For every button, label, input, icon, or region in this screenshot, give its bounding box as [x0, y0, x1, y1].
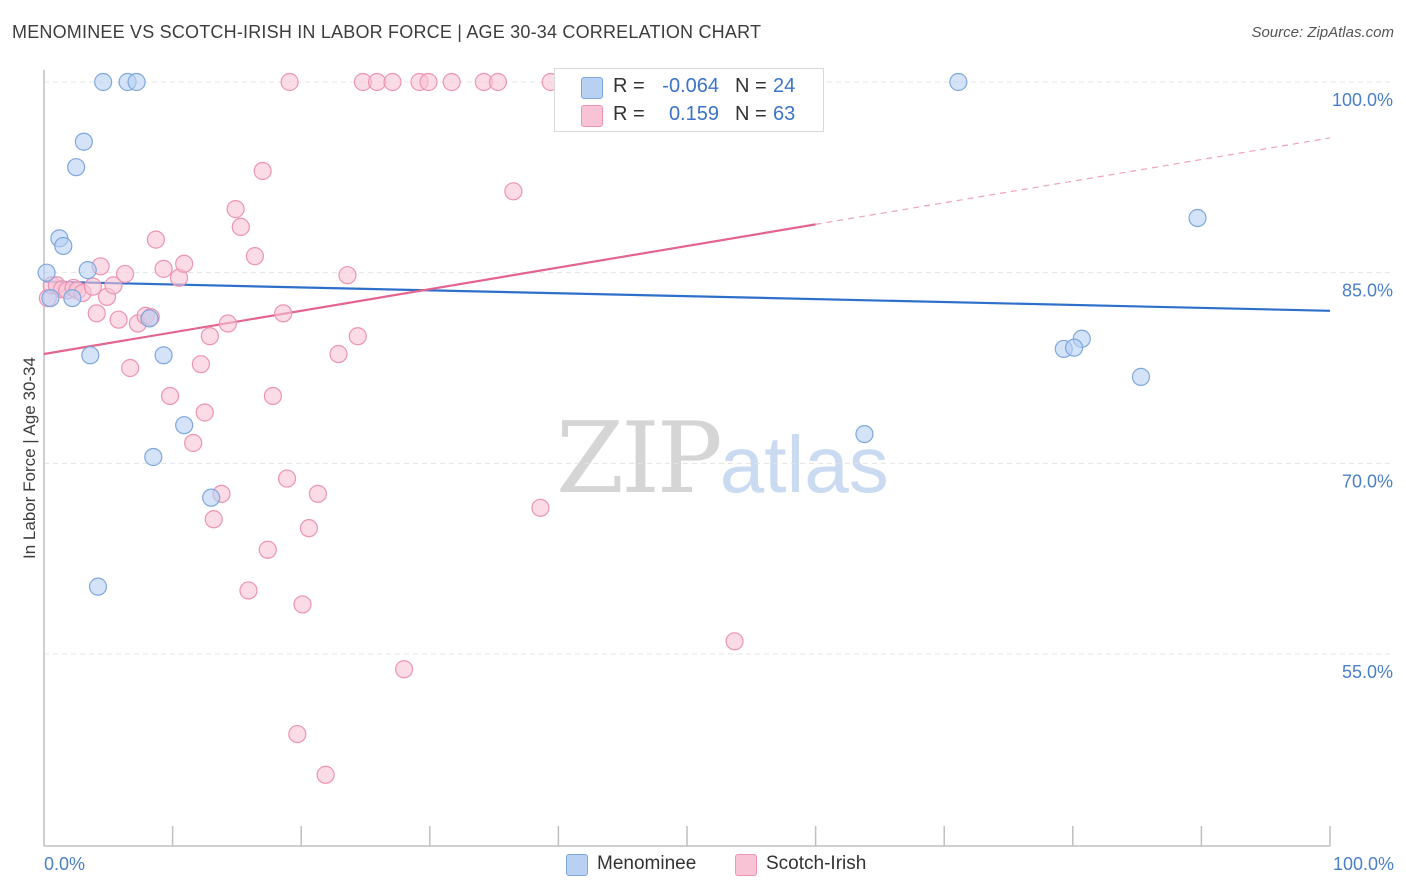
n-value: 63: [773, 103, 796, 125]
menominee-point: [94, 72, 113, 92]
scotch-irish-point: [200, 327, 219, 346]
scotch-irish-point: [348, 327, 367, 346]
scotch-irish-point: [504, 182, 523, 201]
n-value: 24: [773, 75, 796, 97]
scotch-irish-point: [338, 266, 357, 285]
menominee-point: [74, 132, 93, 151]
scotch-irish-point: [308, 484, 328, 503]
scotch-irish-point: [245, 247, 265, 266]
legend-label: Menominee: [597, 853, 697, 874]
menominee-point: [54, 236, 73, 256]
scotch-irish-point: [115, 264, 135, 284]
y-tick-label: 85.0%: [1342, 281, 1393, 301]
menominee-swatch: [581, 77, 603, 99]
scotch-irish-point: [280, 72, 299, 92]
scotch-irish-point: [175, 254, 194, 273]
scotch-irish-point: [288, 724, 307, 744]
scotch-irish-point: [394, 660, 414, 679]
scotch-irish-point: [531, 498, 550, 517]
y-tick-label: 100.0%: [1332, 90, 1393, 110]
scotch-irish-point: [383, 72, 402, 92]
data-points: [37, 72, 1207, 784]
scotch-irish-point: [191, 355, 210, 374]
watermark-zip: ZIP: [556, 402, 723, 516]
axes: [43, 70, 1331, 847]
legend-label: Scotch-Irish: [766, 853, 867, 874]
trend-lines: [43, 137, 1331, 356]
source-label: Source: ZipAtlas.com: [1251, 24, 1394, 41]
n-label: N =: [735, 75, 767, 97]
chart-title: MENOMINEE VS SCOTCH-IRISH IN LABOR FORCE…: [12, 22, 762, 42]
r-label: R =: [613, 75, 645, 97]
scotch-irish-point: [121, 358, 140, 378]
menominee-point: [37, 263, 56, 282]
menominee-point: [81, 346, 100, 365]
menominee-point: [144, 447, 163, 467]
y-tick-label: 70.0%: [1342, 471, 1393, 491]
scotch-irish-point: [83, 277, 102, 296]
scotch-irish-point: [263, 386, 283, 406]
scotch-irish-point: [277, 469, 297, 488]
menominee-point: [202, 488, 221, 507]
menominee-point: [1188, 208, 1207, 228]
stats-legend: R = -0.064 N = 24 R = 0.159 N = 63: [554, 68, 824, 132]
x-tick-label: 0.0%: [44, 854, 85, 874]
scotch-irish-point: [293, 595, 312, 614]
axis-labels: 55.0% 70.0% 85.0% 100.0% 0.0% 100.0% In Labor …: [20, 90, 1394, 874]
scotch-irish-point: [146, 230, 165, 249]
menominee-point: [127, 72, 146, 92]
scotch-irish-point: [104, 276, 123, 295]
gridlines: [44, 81, 1394, 655]
scotch-irish-point: [367, 72, 387, 92]
menominee-swatch: [566, 854, 588, 876]
scotch-irish-point: [154, 259, 173, 278]
menominee-point: [175, 416, 194, 435]
scotch-irish-point: [184, 433, 203, 453]
scotch-irish-point: [231, 217, 250, 237]
scotch-irish-swatch: [581, 105, 603, 127]
scotch-irish-point: [109, 310, 128, 329]
menominee-point: [154, 346, 173, 365]
scotch-irish-point: [253, 161, 272, 181]
x-tick-label: 100.0%: [1333, 854, 1394, 874]
scotch-irish-point: [725, 632, 744, 651]
scotch-irish-point: [274, 304, 293, 323]
menominee-point: [88, 577, 108, 596]
menominee-point: [67, 158, 86, 177]
menominee-point: [1064, 338, 1084, 357]
scotch-irish-point: [218, 314, 237, 333]
scotch-irish-point: [226, 200, 245, 219]
scotch-irish-point: [488, 72, 508, 92]
scotch-irish-point: [160, 386, 180, 406]
r-value: 0.159: [668, 103, 719, 125]
menominee-point: [949, 72, 968, 92]
scotch-irish-point: [419, 72, 438, 92]
scotch-irish-point: [316, 765, 335, 784]
scotch-irish-point: [329, 344, 348, 364]
scotch-irish-swatch: [735, 854, 757, 876]
menominee-point: [63, 288, 82, 308]
scotch-irish-trend-extension: [815, 137, 1331, 225]
r-label: R =: [613, 103, 645, 125]
menominee-point: [78, 261, 97, 280]
menominee-trend-line: [43, 280, 1331, 312]
r-value: -0.064: [662, 75, 719, 97]
scotch-irish-trend-line: [43, 223, 816, 356]
menominee-point: [855, 424, 874, 444]
scotch-irish-point: [299, 519, 319, 538]
scotch-irish-point: [442, 72, 461, 92]
scotch-irish-point: [239, 581, 258, 600]
menominee-point: [1131, 367, 1151, 386]
menominee-point: [41, 288, 60, 308]
scotch-irish-point: [204, 510, 223, 529]
y-tick-label: 55.0%: [1342, 662, 1393, 682]
scotch-irish-point: [258, 540, 277, 559]
scotch-irish-point: [87, 304, 106, 323]
menominee-point: [140, 309, 159, 328]
y-axis-title: In Labor Force | Age 30-34: [20, 357, 39, 559]
scotch-irish-point: [195, 403, 214, 422]
n-label: N =: [735, 103, 767, 125]
